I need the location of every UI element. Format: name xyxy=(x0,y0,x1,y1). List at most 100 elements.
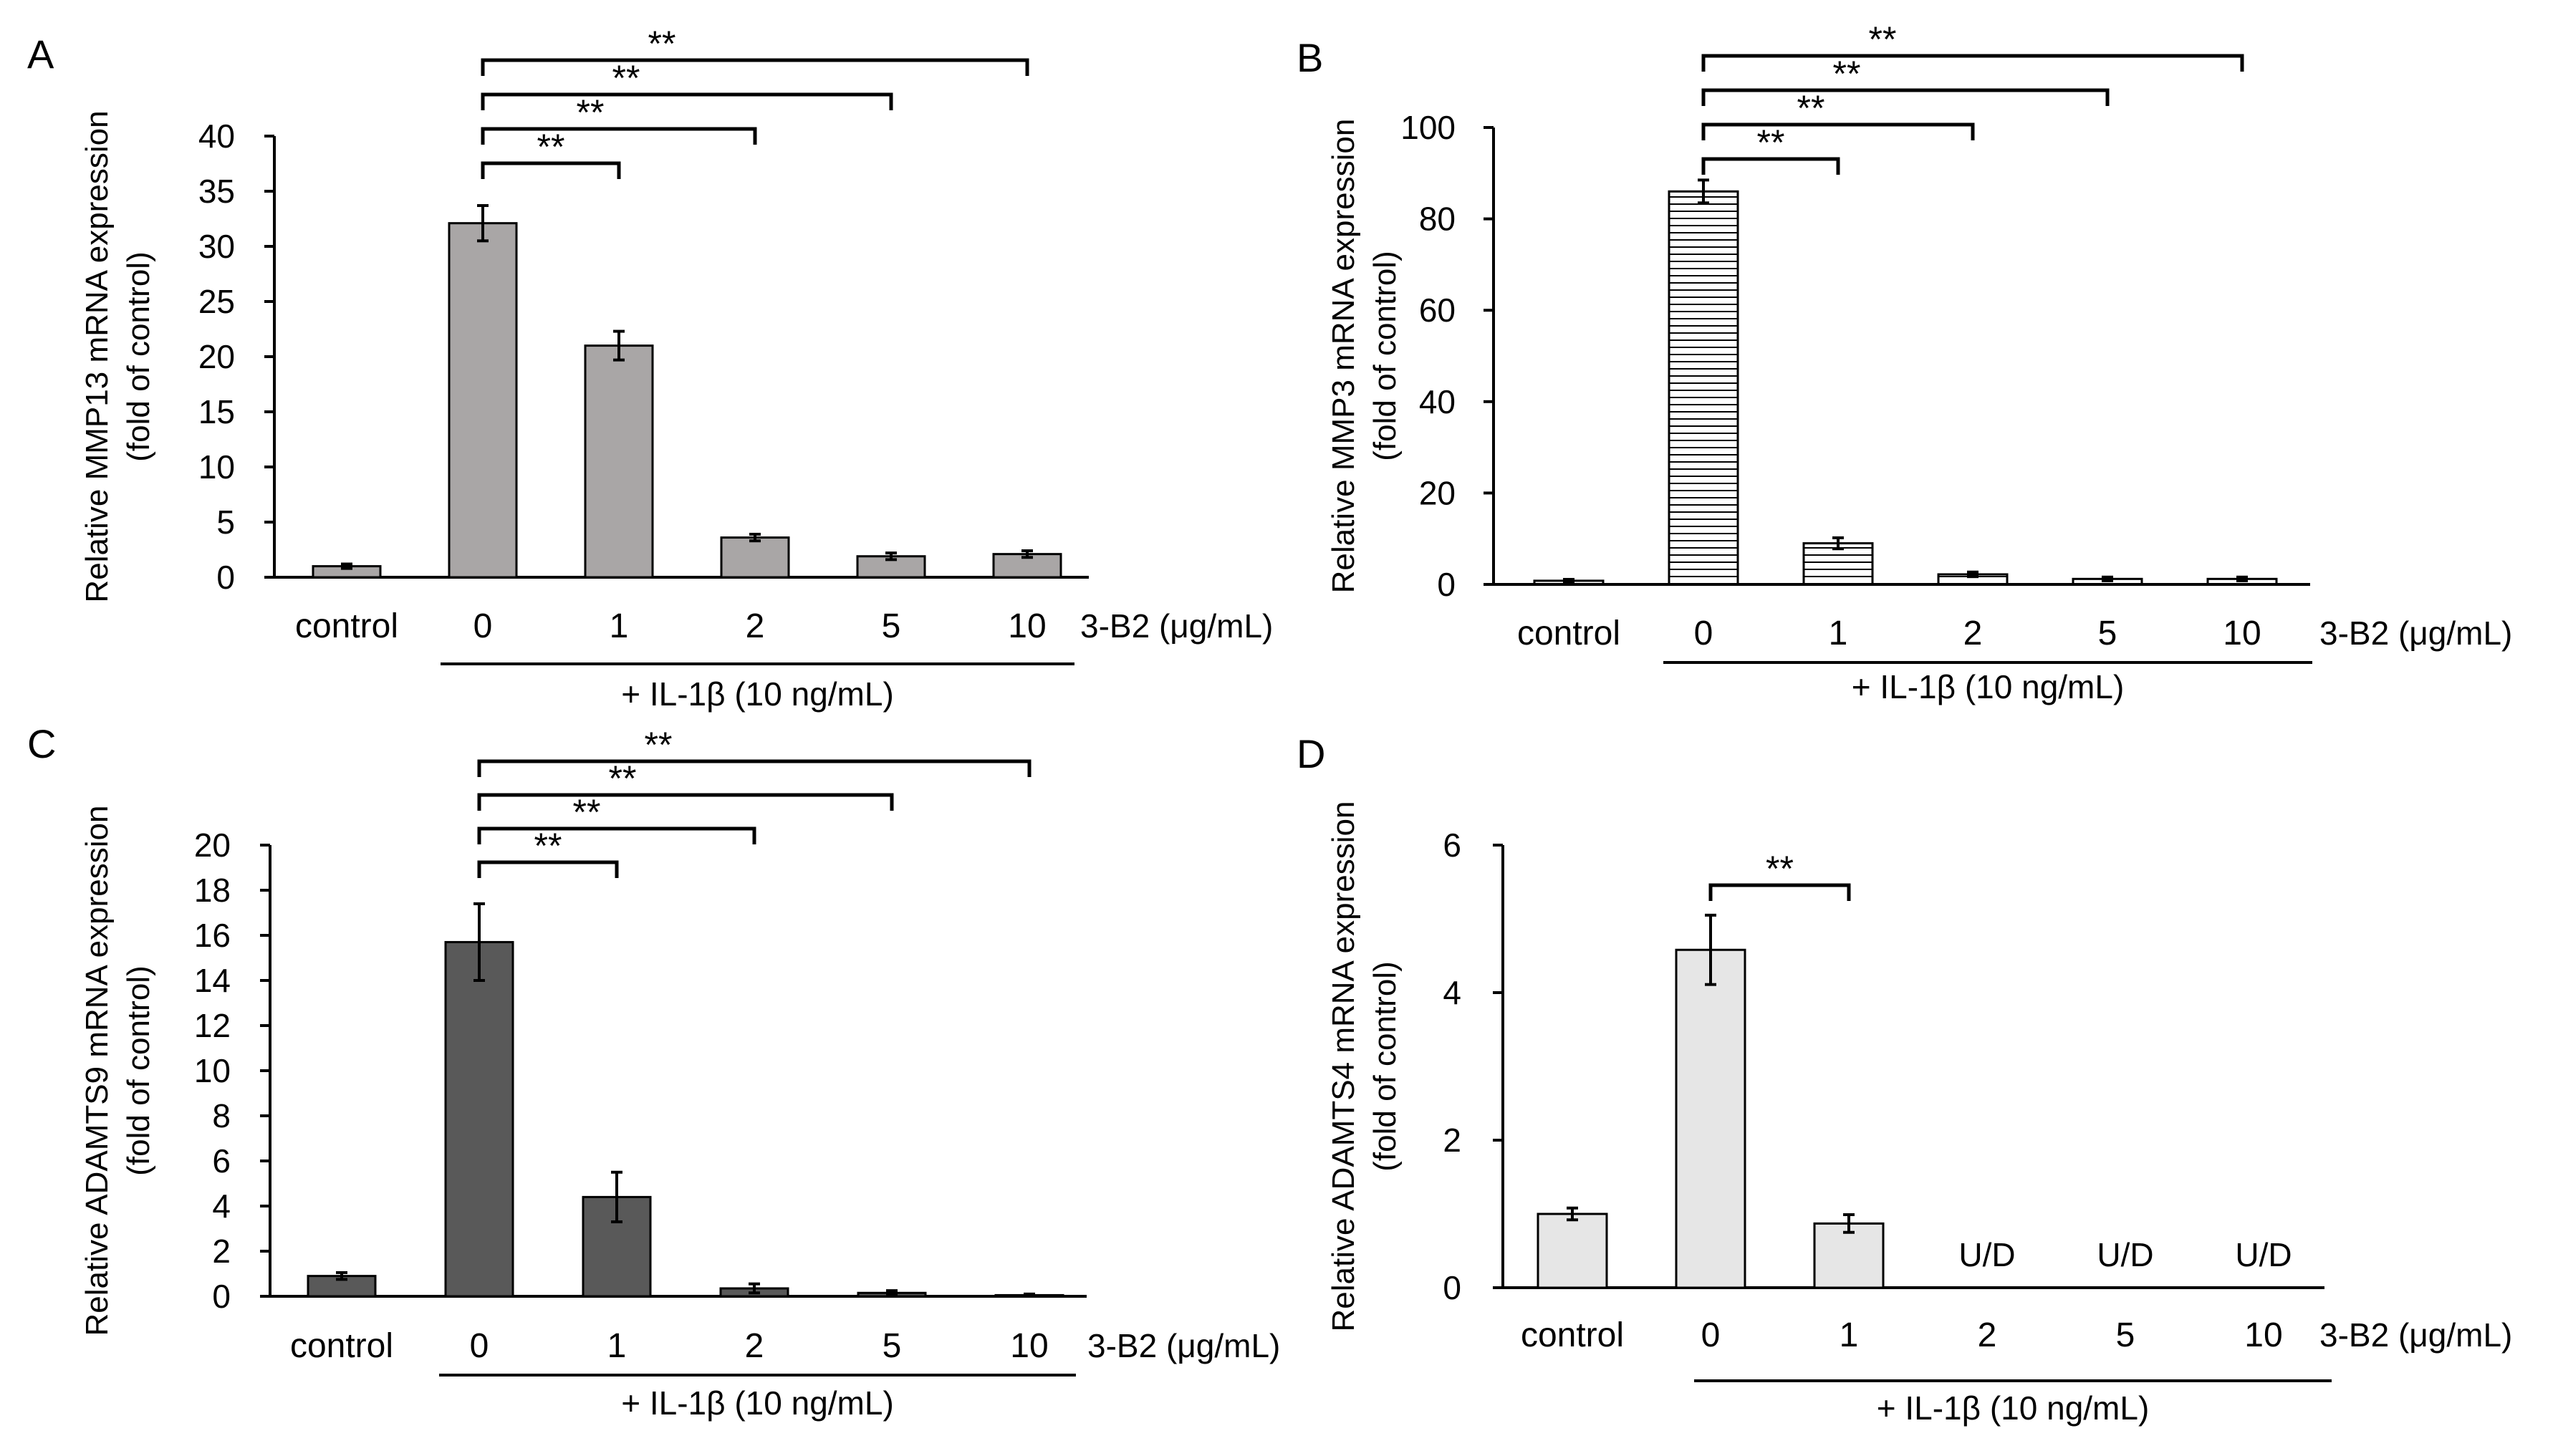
x-tick-label: control xyxy=(290,1327,393,1365)
bar xyxy=(720,536,790,579)
significance-label: ** xyxy=(1833,54,1861,94)
bar xyxy=(1813,1222,1885,1289)
x-unit-label: 3-B2 (μg/mL) xyxy=(2319,614,2512,652)
panel-letter: C xyxy=(27,721,56,766)
x-tick-label: 10 xyxy=(1010,1327,1048,1365)
significance-bracket xyxy=(1701,157,1840,175)
y-axis-subtitle: (fold of control) xyxy=(121,251,156,461)
y-tick-label: 10 xyxy=(194,1052,231,1089)
panel-b: B Relative MMP3 mRNA expression (fold of c… xyxy=(1297,19,2512,705)
x-tick-label: 5 xyxy=(882,607,901,645)
y-tick-label: 4 xyxy=(1443,974,1461,1011)
panel-c: C Relative ADAMTS9 mRNA expression (fold o… xyxy=(27,721,1280,1422)
y-tick-label: 6 xyxy=(1443,826,1461,864)
bar-label: U/D xyxy=(2235,1236,2292,1273)
treatment-label: + IL-1β (10 ng/mL) xyxy=(621,675,894,713)
bar-label: U/D xyxy=(1958,1236,2015,1273)
y-tick-label: 35 xyxy=(198,173,235,210)
significance-label: ** xyxy=(645,725,673,765)
x-tick-label: 2 xyxy=(1963,614,1983,652)
x-tick-label: control xyxy=(295,607,398,645)
significance-bracket xyxy=(481,161,621,179)
significance-bracket xyxy=(477,759,1032,777)
y-tick-label: 25 xyxy=(198,283,235,320)
significance-bracket xyxy=(477,860,619,878)
significance-bracket xyxy=(477,826,756,844)
y-tick-label: 20 xyxy=(194,826,231,864)
y-tick-label: 30 xyxy=(198,228,235,265)
x-tick-label: 0 xyxy=(473,607,493,645)
y-tick-label: 18 xyxy=(194,872,231,909)
x-tick-label: 5 xyxy=(2098,614,2117,652)
significance-label: ** xyxy=(573,792,601,832)
y-tick-label: 40 xyxy=(198,117,235,155)
panel-a: A Relative MMP13 mRNA expression (fold of … xyxy=(27,24,1273,713)
y-axis-title: Relative ADAMTS9 mRNA expression xyxy=(80,806,115,1336)
panel-letter: A xyxy=(27,32,54,77)
y-axis-subtitle: (fold of control) xyxy=(1367,961,1403,1171)
x-tick-label: control xyxy=(1521,1316,1624,1354)
y-axis-title: Relative ADAMTS4 mRNA expression xyxy=(1326,801,1361,1332)
y-tick-label: 15 xyxy=(198,393,235,430)
panel-letter: B xyxy=(1297,35,1323,80)
y-tick-label: 0 xyxy=(212,1278,231,1315)
x-unit-label: 3-B2 (μg/mL) xyxy=(2319,1316,2512,1354)
y-tick-label: 0 xyxy=(216,559,235,596)
significance-label: ** xyxy=(648,24,676,64)
x-tick-label: 2 xyxy=(746,607,765,645)
significance-label: ** xyxy=(537,127,565,167)
significance-bracket xyxy=(1701,88,2110,106)
significance-label: ** xyxy=(1757,122,1785,163)
y-tick-label: 16 xyxy=(194,917,231,954)
significance-bracket xyxy=(481,127,757,145)
significance-bracket xyxy=(477,793,894,811)
y-tick-label: 8 xyxy=(212,1097,231,1134)
significance-label: ** xyxy=(534,826,562,866)
significance-label: ** xyxy=(1766,849,1794,889)
bar xyxy=(1668,190,1739,586)
x-tick-label: 1 xyxy=(610,607,629,645)
x-tick-label: 10 xyxy=(2244,1316,2282,1354)
y-axis-title: Relative MMP13 mRNA expression xyxy=(80,110,115,602)
significance-label: ** xyxy=(577,92,605,132)
bar xyxy=(444,940,514,1298)
bar xyxy=(1537,1212,1608,1289)
significance-label: ** xyxy=(612,58,640,98)
bar xyxy=(448,222,518,579)
y-axis-subtitle: (fold of control) xyxy=(121,965,156,1175)
significance-label: ** xyxy=(1869,19,1897,59)
significance-bracket xyxy=(1708,883,1851,901)
treatment-label: + IL-1β (10 ng/mL) xyxy=(1877,1389,2150,1427)
x-tick-label: control xyxy=(1517,614,1620,652)
significance-bracket xyxy=(1701,54,2244,72)
x-tick-label: 5 xyxy=(2116,1316,2135,1354)
y-tick-label: 2 xyxy=(1443,1122,1461,1159)
y-tick-label: 5 xyxy=(216,503,235,541)
significance-bracket xyxy=(481,58,1029,76)
y-axis-title: Relative MMP3 mRNA expression xyxy=(1326,119,1361,594)
y-tick-label: 6 xyxy=(212,1142,231,1180)
x-tick-label: 2 xyxy=(745,1327,764,1365)
x-tick-label: 10 xyxy=(1008,607,1046,645)
panel-letter: D xyxy=(1297,731,1325,776)
bar xyxy=(1675,948,1746,1289)
y-tick-label: 4 xyxy=(212,1187,231,1225)
x-tick-label: 0 xyxy=(1701,1316,1721,1354)
y-tick-label: 10 xyxy=(198,448,235,486)
significance-label: ** xyxy=(1797,88,1825,128)
y-tick-label: 2 xyxy=(212,1233,231,1270)
bar-label: U/D xyxy=(2097,1236,2153,1273)
y-tick-label: 20 xyxy=(1419,474,1456,511)
x-unit-label: 3-B2 (μg/mL) xyxy=(1080,607,1273,645)
y-tick-label: 60 xyxy=(1419,291,1456,329)
bar xyxy=(584,344,654,579)
y-axis-subtitle: (fold of control) xyxy=(1367,251,1403,461)
significance-bracket xyxy=(1701,122,1975,140)
significance-label: ** xyxy=(609,758,637,799)
x-tick-label: 0 xyxy=(470,1327,489,1365)
bar xyxy=(307,1275,377,1298)
x-tick-label: 5 xyxy=(883,1327,902,1365)
y-tick-label: 20 xyxy=(198,338,235,375)
treatment-label: + IL-1β (10 ng/mL) xyxy=(621,1384,894,1422)
